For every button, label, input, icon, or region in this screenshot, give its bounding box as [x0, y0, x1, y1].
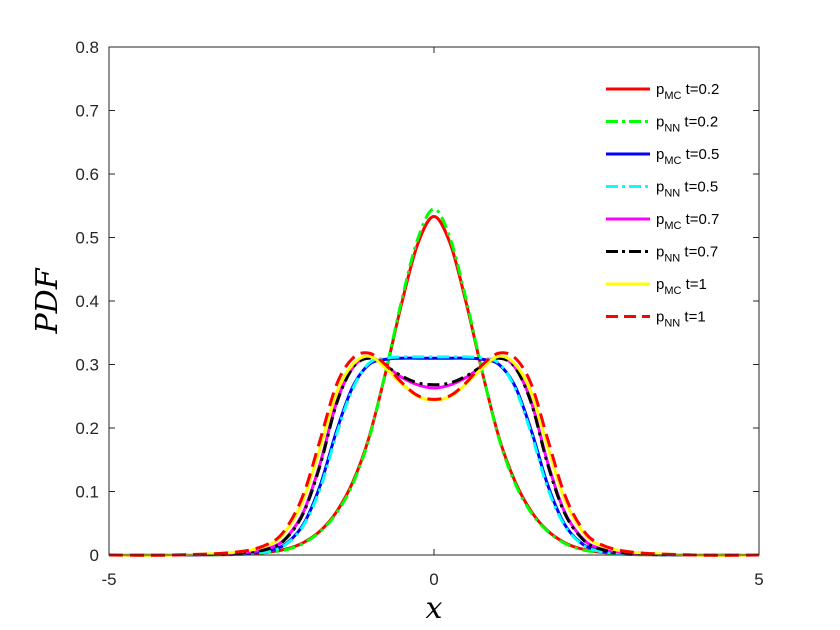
legend-label-1: pMC t=0.2	[656, 81, 719, 102]
legend: pMC t=0.2 pNN t=0.2 pMC t=0.5 pNN t=0.5 pMC …	[606, 81, 719, 330]
tick-layer: -5 0 500.10.20.30.40.50.60.70.8	[75, 38, 763, 589]
y-tick-label: 0.1	[75, 483, 99, 502]
series-line-2	[108, 207, 760, 557]
y-tick-label: 0.3	[75, 356, 99, 375]
y-tick-label: 0.5	[75, 229, 99, 248]
y-tick-label: 0.4	[75, 292, 99, 311]
legend-label-5: pMC t=0.7	[656, 211, 719, 232]
plot-area	[109, 47, 759, 555]
series-line-4	[108, 355, 760, 557]
y-tick-label: 0.6	[75, 165, 99, 184]
series-line-8	[108, 351, 760, 557]
legend-label-3: pMC t=0.5	[656, 146, 719, 167]
legend-label-6: pNN t=0.7	[656, 244, 718, 265]
y-tick-label: 0.7	[75, 102, 99, 121]
legend-label-2: pNN t=0.2	[656, 114, 718, 135]
x-tick-label: 5	[754, 570, 763, 589]
y-tick-label: 0.8	[75, 38, 99, 57]
y-tick-label: 0.2	[75, 419, 99, 438]
y-axis-title: PDF	[30, 267, 65, 334]
series-line-6	[108, 356, 760, 557]
legend-label-7: pMC t=1	[656, 276, 707, 297]
series-layer	[108, 207, 760, 557]
x-axis-title: x	[426, 591, 443, 626]
legend-label-4: pNN t=0.5	[656, 179, 718, 200]
x-tick-label: 0	[429, 570, 438, 589]
y-tick-label: 0	[90, 546, 99, 565]
x-tick-label: -5	[101, 570, 116, 589]
legend-label-8: pNN t=1	[656, 309, 706, 330]
